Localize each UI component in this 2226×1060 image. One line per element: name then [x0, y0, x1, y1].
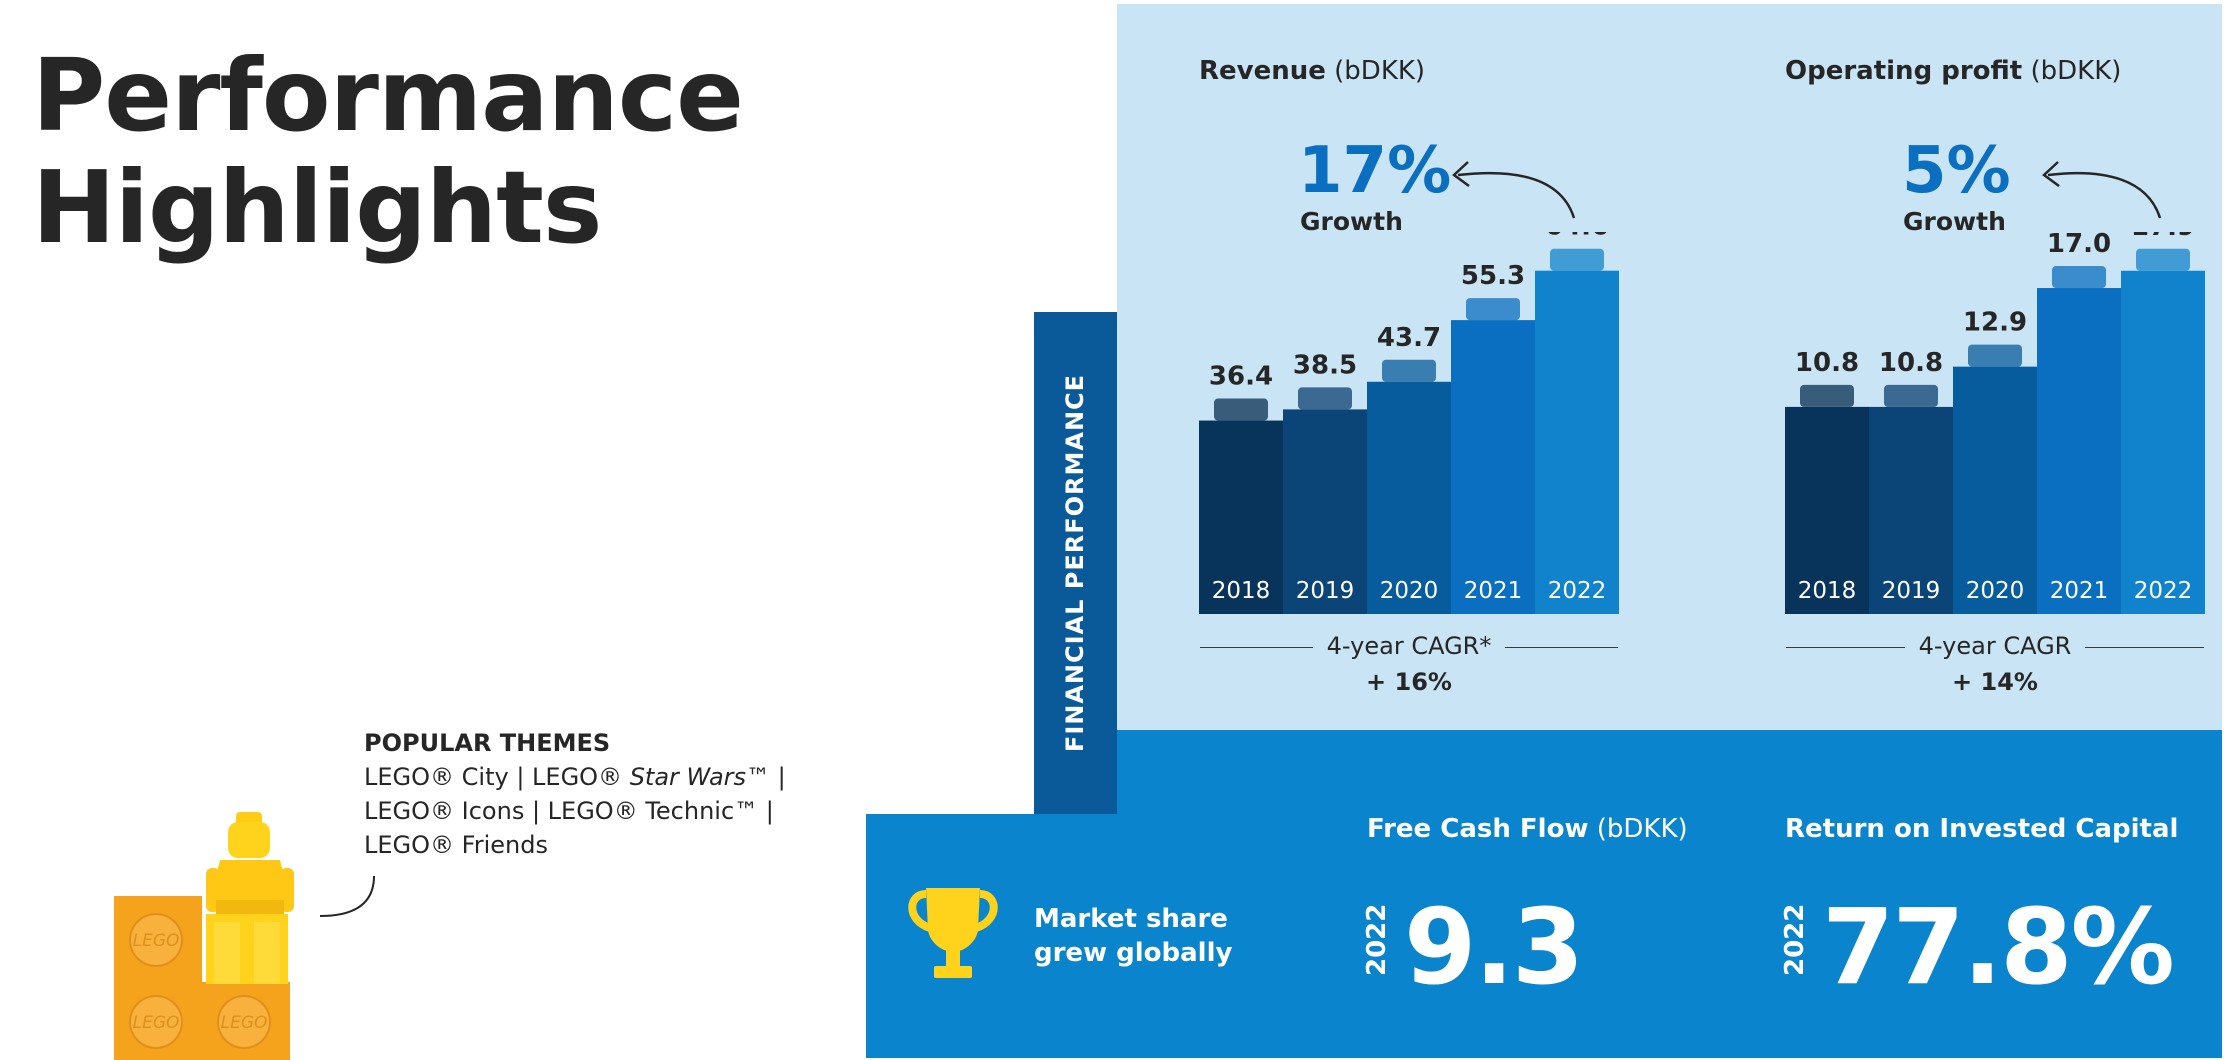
operating-profit-bar-2022 [2121, 270, 2205, 614]
revenue-growth-label: Growth [1300, 207, 1403, 236]
revenue-chart-title: Revenue (bDKK) [1199, 56, 1425, 86]
operating-profit-value-label-2022: 17.9 [2131, 232, 2195, 242]
roic-year: 2022 [1780, 903, 1810, 976]
operating-profit-category-label-2020: 2020 [1966, 578, 2025, 604]
revenue-unit: (bDKK) [1334, 56, 1426, 86]
revenue-bar-stud-2018 [1214, 398, 1268, 421]
operating-profit-category-label-2018: 2018 [1798, 578, 1857, 604]
market-share-line2: grew globally [1034, 938, 1233, 968]
revenue-bar-stud-2019 [1298, 387, 1352, 410]
revenue-value-label-2021: 55.3 [1461, 261, 1525, 291]
operating-profit-cagr-label: 4-year CAGR [1904, 632, 2086, 660]
themes-pointer-line [319, 875, 375, 917]
revenue-bar-2020 [1367, 381, 1451, 614]
trophy-icon [908, 888, 998, 978]
lego-logo-2: LEGO [133, 1013, 180, 1033]
revenue-value-label-2019: 38.5 [1293, 350, 1357, 380]
operating-profit-bar-2018 [1785, 406, 1869, 614]
popular-themes-line2: LEGO® Icons | LEGO® Technic™ | [364, 797, 774, 825]
operating-profit-value-label-2020: 12.9 [1963, 308, 2027, 338]
operating-profit-growth-arrow [2042, 161, 2162, 219]
bottom-band-upper [1117, 730, 2222, 816]
operating-profit-bar-2021 [2037, 288, 2121, 614]
revenue-bar-stud-2020 [1382, 359, 1436, 382]
revenue-bar-2022 [1535, 270, 1619, 614]
revenue-bar-2019 [1283, 409, 1367, 614]
revenue-category-label-2020: 2020 [1380, 578, 1439, 604]
revenue-value-label-2022: 64.6 [1545, 232, 1609, 242]
revenue-bar-stud-2021 [1466, 298, 1520, 321]
operating-profit-value-label-2021: 17.0 [2047, 232, 2111, 259]
market-share-line1: Market share [1034, 904, 1228, 934]
financial-performance-label: FINANCIAL PERFORMANCE [1061, 373, 1090, 753]
operating-profit-value-label-2019: 10.8 [1879, 348, 1943, 378]
popular-themes-line3: LEGO® Friends [364, 831, 548, 859]
lego-logo-1: LEGO [133, 931, 180, 951]
operating-profit-growth-label: Growth [1903, 207, 2006, 236]
operating-profit-growth-value: 5% [1902, 134, 2011, 208]
lego-minifigure-illustration: LEGO LEGO LEGO [114, 812, 294, 1060]
page-title: Performance Highlights [32, 37, 744, 266]
free-cash-flow-unit: (bDKK) [1596, 814, 1688, 844]
revenue-bar-stud-2022 [1550, 248, 1604, 271]
bottom-band [866, 814, 2222, 1058]
roic-title-text: Return on Invested Capital [1785, 814, 2179, 844]
free-cash-flow-title-text: Free Cash Flow [1367, 814, 1589, 844]
operating-profit-title: Operating profit [1785, 56, 2023, 86]
revenue-category-label-2018: 2018 [1212, 578, 1271, 604]
revenue-bar-chart: 36.4 2018 38.5 2019 43.7 2020 55.3 2021 64.6 2022 [1199, 232, 1619, 614]
revenue-bar-2018 [1199, 420, 1283, 614]
revenue-category-label-2019: 2019 [1296, 578, 1355, 604]
free-cash-flow-value: 9.3 [1404, 886, 1584, 1008]
operating-profit-cagr-value: + 14% [1952, 668, 2038, 696]
revenue-cagr-label: 4-year CAGR* [1312, 632, 1506, 660]
operating-profit-category-label-2021: 2021 [2050, 578, 2109, 604]
revenue-title: Revenue [1199, 56, 1326, 86]
operating-profit-unit: (bDKK) [2030, 56, 2122, 86]
operating-profit-value-label-2018: 10.8 [1795, 348, 1859, 378]
free-cash-flow-year: 2022 [1362, 903, 1392, 976]
financial-performance-tab [1034, 312, 1117, 814]
roic-title: Return on Invested Capital [1785, 814, 2178, 844]
revenue-category-label-2021: 2021 [1464, 578, 1523, 604]
revenue-bar-2021 [1451, 320, 1535, 614]
revenue-growth-arrow [1452, 161, 1576, 219]
operating-profit-bar-2020 [1953, 366, 2037, 614]
popular-themes-line1: LEGO® City | LEGO® Star Wars™ | [364, 763, 786, 791]
operating-profit-bar-stud-2022 [2136, 248, 2190, 271]
revenue-value-label-2018: 36.4 [1209, 362, 1273, 392]
operating-profit-category-label-2019: 2019 [1882, 578, 1941, 604]
revenue-value-label-2020: 43.7 [1377, 323, 1441, 353]
free-cash-flow-title: Free Cash Flow (bDKK) [1367, 814, 1688, 844]
operating-profit-bar-stud-2018 [1800, 384, 1854, 407]
operating-profit-bar-2019 [1869, 406, 1953, 614]
operating-profit-chart-title: Operating profit (bDKK) [1785, 56, 2121, 86]
roic-value: 77.8% [1822, 886, 2175, 1008]
revenue-growth-value: 17% [1298, 134, 1452, 208]
operating-profit-bar-stud-2020 [1968, 344, 2022, 367]
popular-themes-title: POPULAR THEMES [364, 729, 611, 757]
revenue-category-label-2022: 2022 [1548, 578, 1607, 604]
operating-profit-bar-stud-2021 [2052, 266, 2106, 289]
page-title-line1: Performance [32, 37, 744, 154]
revenue-cagr-value: + 16% [1366, 668, 1452, 696]
popular-themes: POPULAR THEMES LEGO® City | LEGO® Star W… [364, 726, 786, 862]
operating-profit-bar-stud-2019 [1884, 384, 1938, 407]
operating-profit-bar-chart: 10.8 2018 10.8 2019 12.9 2020 17.0 2021 17.9 2022 [1785, 232, 2205, 614]
page-title-line2: Highlights [32, 149, 602, 266]
operating-profit-category-label-2022: 2022 [2134, 578, 2193, 604]
market-share-text: Market share grew globally [1034, 902, 1232, 970]
lego-logo-3: LEGO [221, 1013, 268, 1033]
